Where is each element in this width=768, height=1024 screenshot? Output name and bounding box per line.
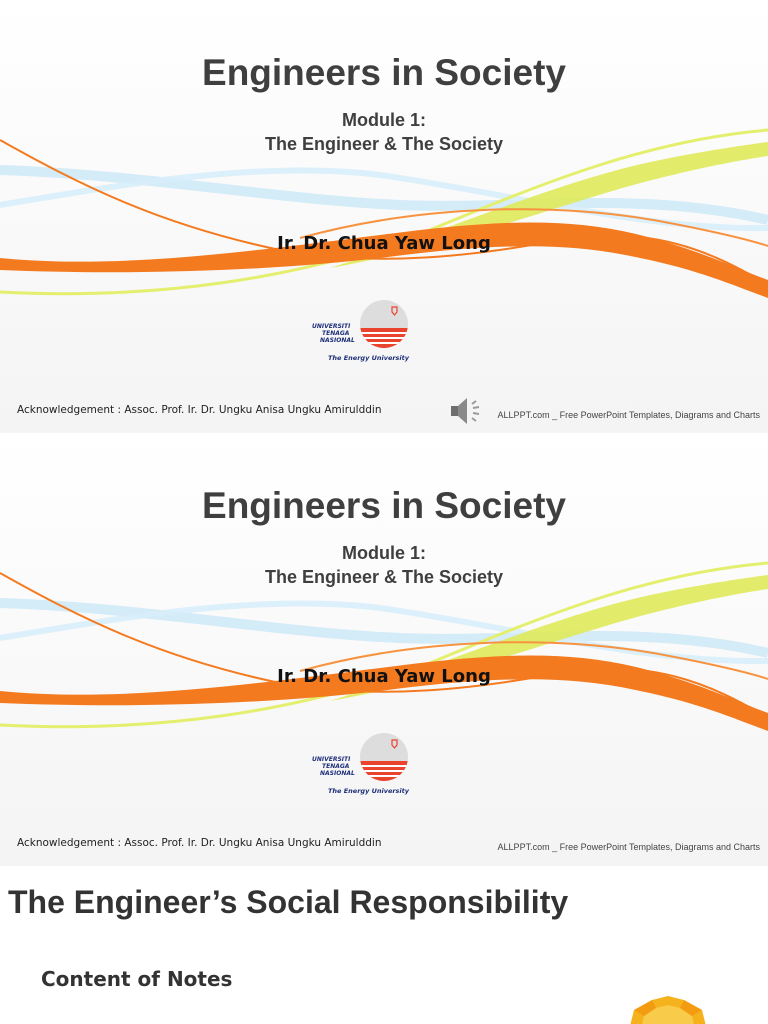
template-credit: ALLPPT.com _ Free PowerPoint Templates, … — [497, 842, 760, 852]
logo-text-2: TENAGA — [322, 763, 350, 770]
logo-text-3: NASIONAL — [320, 770, 355, 777]
logo-text-3: NASIONAL — [320, 337, 355, 344]
university-logo: UNIVERSITI TENAGA NASIONAL The Energy Un… — [312, 300, 410, 362]
section-heading: Content of Notes — [41, 967, 233, 991]
module-label: Module 1: — [342, 543, 426, 563]
template-credit: ALLPPT.com _ Free PowerPoint Templates, … — [497, 410, 760, 420]
author-name: Ir. Dr. Chua Yaw Long — [277, 233, 491, 254]
acknowledgement-text: Acknowledgement : Assoc. Prof. Ir. Dr. U… — [17, 837, 382, 849]
slide-title: Engineers in Society — [202, 485, 566, 526]
speaker-icon[interactable] — [448, 394, 486, 428]
author-name: Ir. Dr. Chua Yaw Long — [277, 666, 491, 687]
decorative-swoosh — [0, 561, 768, 731]
module-name: The Engineer & The Society — [264, 134, 504, 154]
slide-1: Engineers in Society Module 1: The Engin… — [0, 0, 768, 433]
logo-text-2: TENAGA — [322, 330, 350, 337]
slide-3: The Engineer’s Social Responsibility Con… — [0, 866, 768, 1024]
logo-text-1: UNIVERSITI — [312, 756, 351, 763]
slide-title: The Engineer’s Social Responsibility — [8, 884, 569, 920]
slide-title: Engineers in Society — [202, 52, 566, 93]
module-label: Module 1: — [342, 110, 426, 130]
decorative-swoosh — [0, 128, 768, 298]
sun-graphic — [630, 996, 706, 1024]
logo-tagline: The Energy University — [328, 787, 410, 795]
acknowledgement-text: Acknowledgement : Assoc. Prof. Ir. Dr. U… — [17, 404, 382, 416]
logo-text-1: UNIVERSITI — [312, 323, 351, 330]
university-logo: UNIVERSITI TENAGA NASIONAL The Energy Un… — [312, 733, 410, 795]
slide-2: Engineers in Society Module 1: The Engin… — [0, 433, 768, 866]
logo-tagline: The Energy University — [328, 354, 410, 362]
module-name: The Engineer & The Society — [264, 567, 504, 587]
